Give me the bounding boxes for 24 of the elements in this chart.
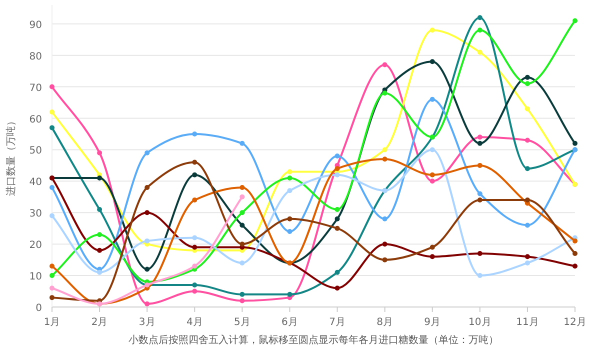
y-tick-label: 30 (29, 208, 42, 220)
y-tick-label: 60 (29, 114, 42, 126)
x-tick-label: 8月 (376, 317, 394, 328)
x-tick-label: 11月 (516, 317, 539, 328)
x-tick-label: 7月 (329, 317, 346, 328)
x-tick-label: 1月 (44, 317, 60, 328)
y-tick-label: 70 (29, 82, 42, 94)
x-tick-label: 10月 (468, 317, 492, 328)
x-tick-label: 5月 (234, 317, 250, 328)
x-tick-label: 6月 (282, 317, 298, 328)
y-axis-title: 进口数量（万吨） (5, 116, 17, 196)
y-tick-label: 10 (29, 272, 42, 283)
x-tick-label: 12月 (564, 317, 586, 328)
x-tick-label: 3月 (138, 317, 156, 328)
x-tick-label: 9月 (424, 317, 441, 328)
y-tick-label: 20 (29, 240, 42, 252)
y-tick-label: 80 (29, 51, 42, 62)
y-tick-label: 50 (29, 146, 42, 157)
x-tick-label: 2月 (91, 317, 108, 328)
x-axis-title: 小数点后按照四舍五入计算，鼠标移至圆点显示每年各月进口糖数量（单位：万吨） (128, 334, 498, 346)
y-tick-label: 40 (29, 177, 42, 188)
y-tick-label: 90 (29, 20, 42, 31)
y-tick-label: 0 (36, 303, 42, 314)
x-tick-label: 4月 (186, 317, 203, 328)
